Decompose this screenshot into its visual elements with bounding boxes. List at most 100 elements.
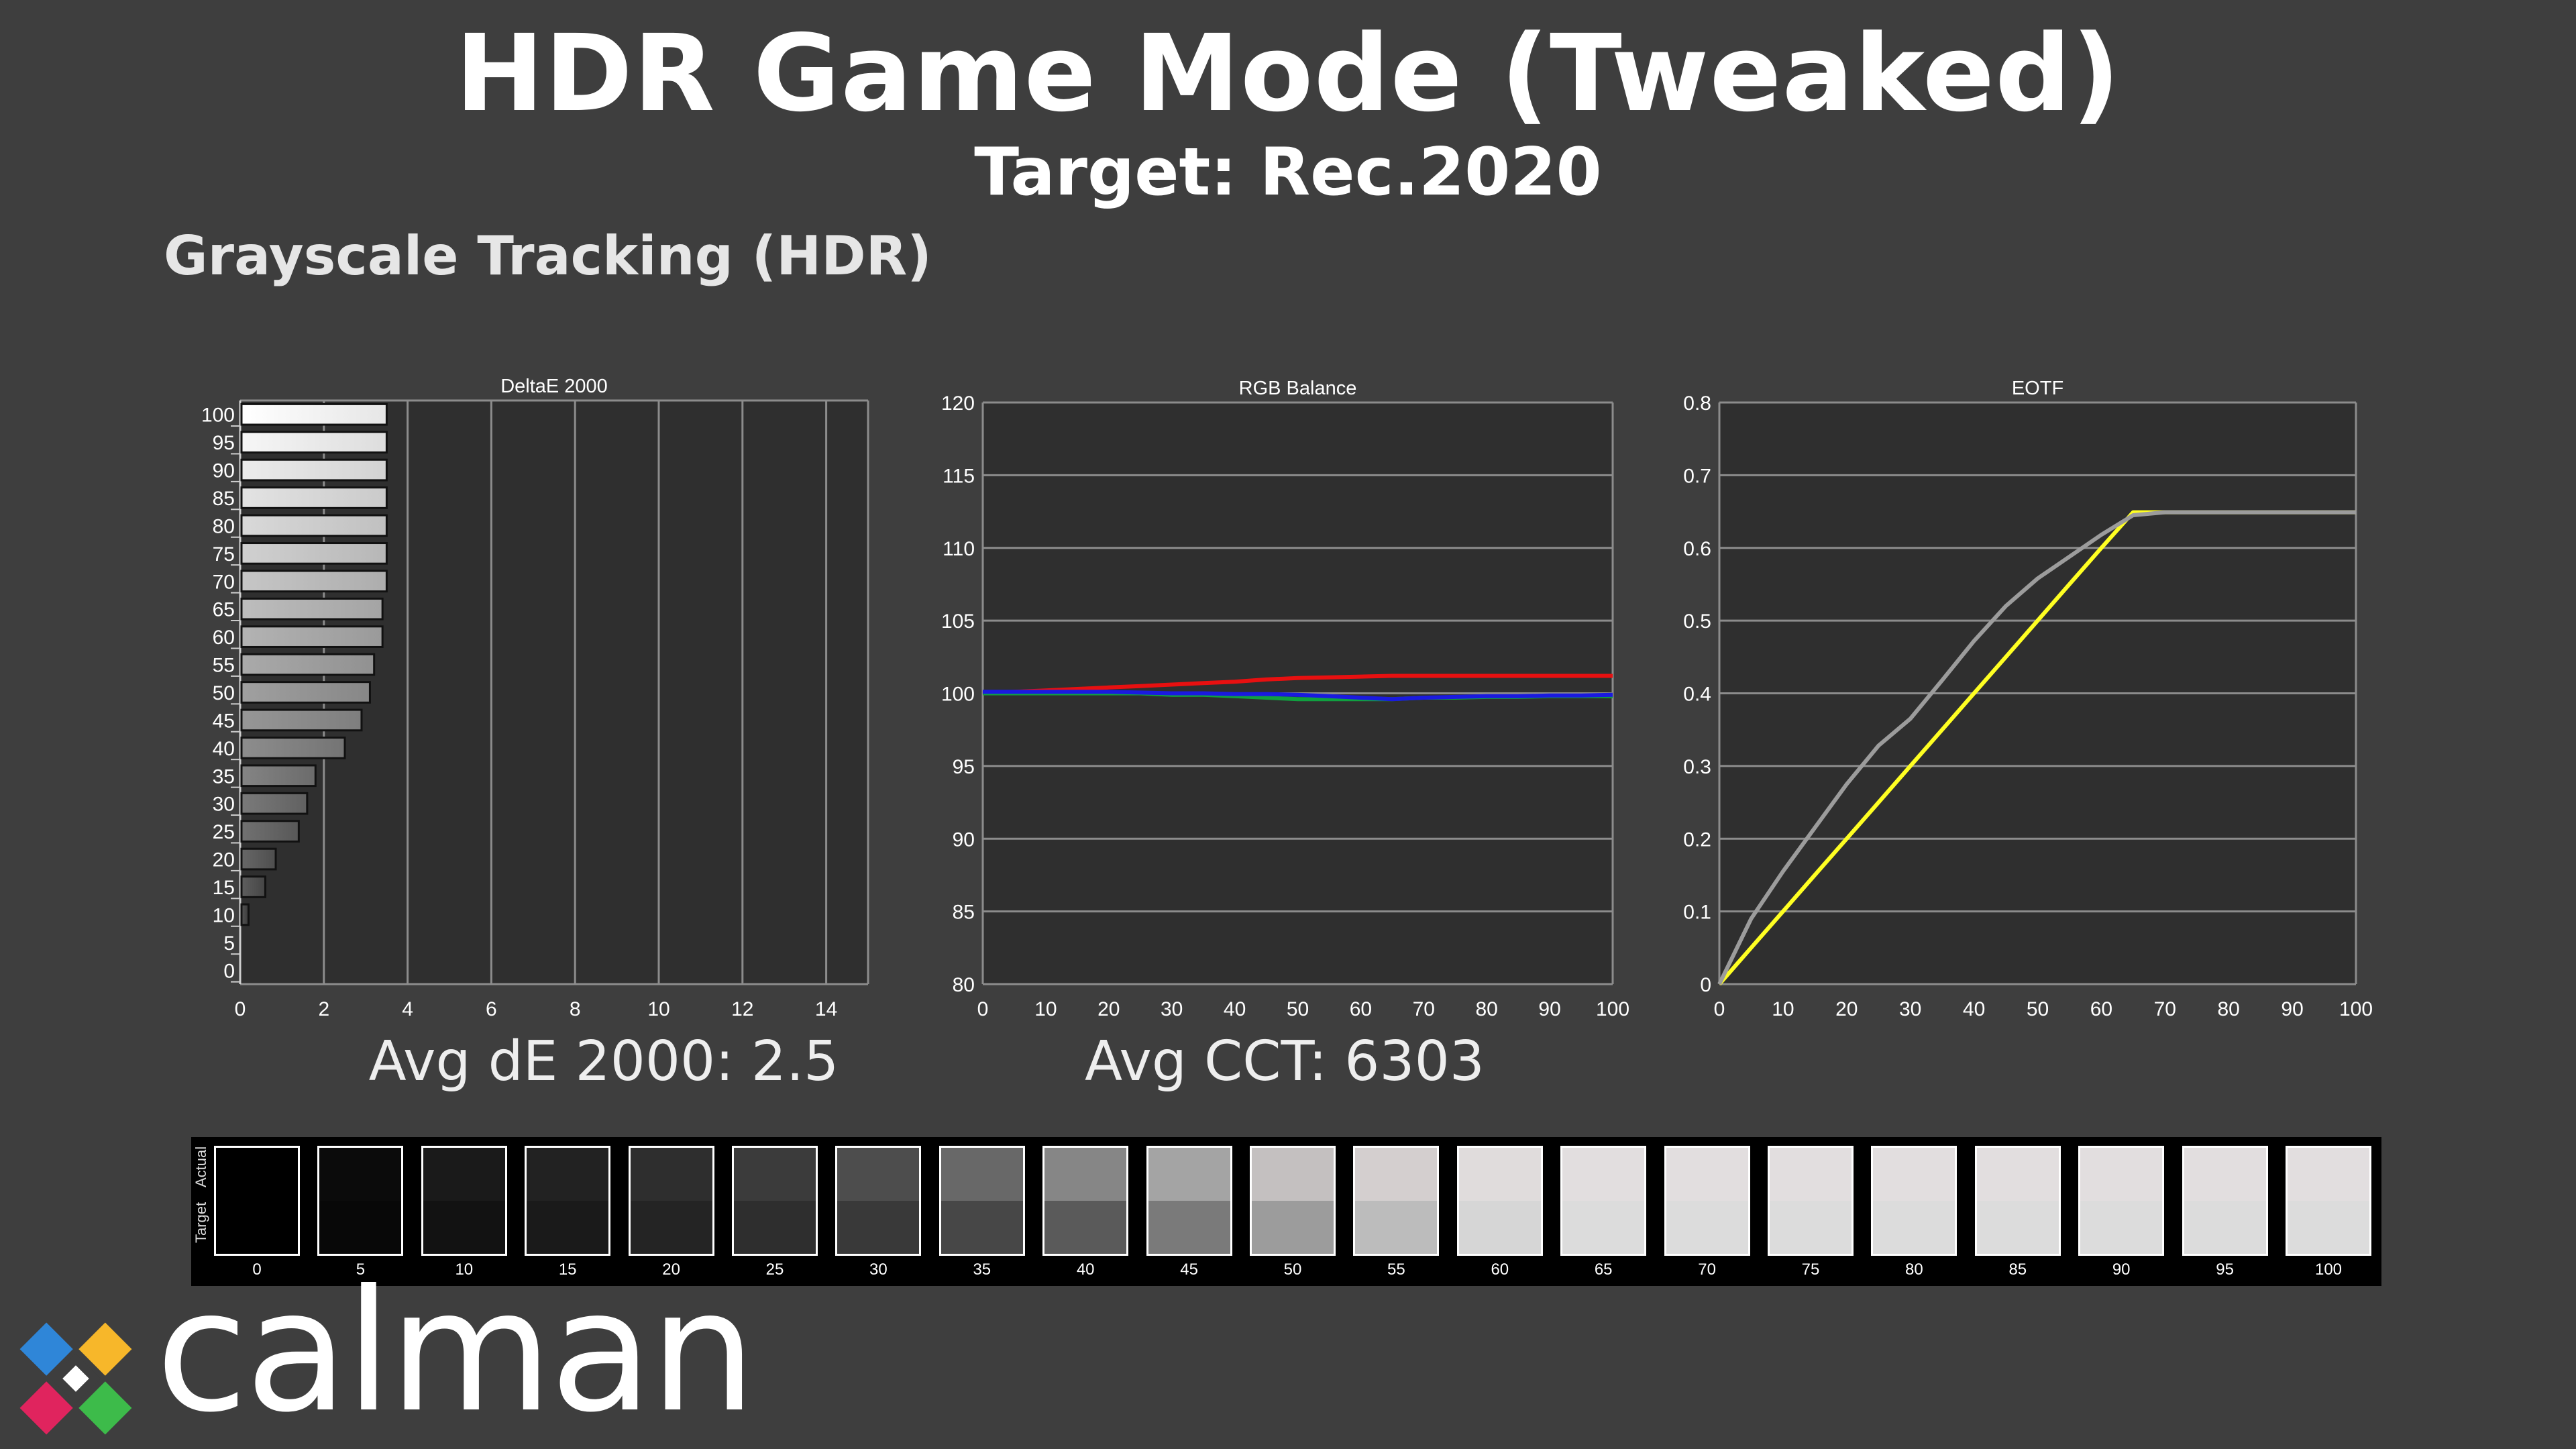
y-tick-label: 100 (941, 684, 975, 706)
y-tick-label: 0.4 (1683, 684, 1711, 706)
y-tick-label: 85 (953, 902, 975, 924)
swatch-actual (837, 1148, 920, 1201)
y-tick-label: 20 (213, 849, 235, 871)
swatch-actual (319, 1148, 402, 1201)
swatch-target (1044, 1201, 1127, 1254)
swatch-level-label: 50 (1283, 1260, 1302, 1279)
grayscale-swatch (525, 1146, 611, 1256)
series-line (1717, 510, 2356, 985)
x-tick-label: 80 (1476, 998, 1498, 1020)
x-tick-label: 8 (570, 998, 581, 1020)
y-tick-label: 110 (943, 538, 975, 560)
y-tick-label: 80 (953, 974, 975, 996)
y-tick-label: 70 (213, 571, 235, 593)
swatch-level-label: 85 (2008, 1260, 2027, 1279)
y-tick-label: 0.6 (1683, 538, 1711, 560)
y-tick-label: 65 (213, 599, 235, 621)
y-tick-label: 0.3 (1683, 756, 1711, 778)
grayscale-swatch-panel: Actual Target 0 5 10 15 20 25 30 35 40 45 50 55 60 65… (191, 1137, 2381, 1286)
y-tick-label: 15 (213, 877, 235, 899)
swatch-actual (630, 1148, 712, 1201)
x-tick-label: 0 (1714, 998, 1725, 1020)
y-tick-label: 105 (941, 610, 975, 633)
x-tick-label: 50 (1287, 998, 1309, 1020)
x-tick-label: 40 (1963, 998, 1985, 1020)
swatch-level-label: 55 (1387, 1260, 1405, 1279)
swatch-level-label: 90 (2112, 1260, 2131, 1279)
deltae-bar (240, 764, 317, 788)
grayscale-swatch (2078, 1146, 2165, 1256)
swatch-target (1770, 1201, 1851, 1254)
grayscale-swatch (2182, 1146, 2268, 1256)
grayscale-swatch (1250, 1146, 1336, 1256)
swatch-target (1976, 1201, 2059, 1254)
grayscale-swatch (1871, 1146, 1957, 1256)
x-tick-label: 100 (2339, 998, 2373, 1020)
deltae-bar (240, 625, 384, 648)
x-tick-label: 14 (815, 998, 837, 1020)
swatch-actual (1044, 1148, 1127, 1201)
x-tick-label: 12 (731, 998, 753, 1020)
swatch-target (1666, 1201, 1748, 1254)
swatch-actual (1976, 1148, 2059, 1201)
grayscale-swatch (938, 1146, 1025, 1256)
swatch-level-label: 100 (2314, 1260, 2343, 1279)
swatch-target (1458, 1201, 1541, 1254)
y-tick-label: 40 (213, 738, 235, 760)
x-tick-label: 70 (2154, 998, 2176, 1020)
y-tick-label: 0 (223, 960, 235, 982)
grayscale-swatch (317, 1146, 404, 1256)
chart-title: RGB Balance (1239, 378, 1357, 399)
x-tick-label: 60 (1350, 998, 1372, 1020)
y-tick-label: 35 (213, 765, 235, 788)
y-tick-label: 90 (213, 460, 235, 482)
swatch-target (2288, 1201, 2369, 1254)
swatch-level-label: 15 (558, 1260, 577, 1279)
grayscale-swatch (2286, 1146, 2371, 1256)
swatch-target (837, 1201, 920, 1254)
section-title: Grayscale Tracking (HDR) (164, 225, 932, 287)
x-tick-label: 90 (1538, 998, 1560, 1020)
y-tick-label: 95 (953, 756, 975, 778)
swatch-actual (1873, 1148, 1955, 1201)
swatch-actual (2184, 1148, 2266, 1201)
series-line (983, 690, 1613, 702)
grayscale-swatch (1768, 1146, 1854, 1256)
deltae-bar (240, 570, 388, 593)
deltae-bar (240, 458, 388, 482)
swatch-actual (1562, 1148, 1645, 1201)
swatch-level-label: 95 (2216, 1260, 2234, 1279)
grayscale-swatch (732, 1146, 818, 1256)
x-tick-label: 10 (647, 998, 669, 1020)
x-tick-label: 50 (2027, 998, 2049, 1020)
swatch-level-label: 30 (869, 1260, 888, 1279)
swatch-target (2184, 1201, 2266, 1254)
deltae-bar (240, 903, 250, 926)
y-tick-label: 115 (943, 465, 975, 487)
deltae-bar (240, 542, 388, 565)
y-tick-label: 0 (1700, 974, 1711, 996)
swatch-target (1355, 1201, 1438, 1254)
swatch-target (423, 1201, 505, 1254)
grayscale-swatch (835, 1146, 922, 1256)
x-tick-label: 20 (1835, 998, 1858, 1020)
swatch-target (1873, 1201, 1955, 1254)
y-tick-label: 90 (953, 828, 975, 851)
calman-logo-text: calman (156, 1254, 756, 1449)
swatch-level-label: 10 (455, 1260, 474, 1279)
deltae-bar (240, 653, 376, 676)
deltae-bar (240, 792, 309, 815)
swatch-level-label: 80 (1905, 1260, 1923, 1279)
x-tick-label: 30 (1899, 998, 1921, 1020)
grayscale-swatch (1456, 1146, 1543, 1256)
y-tick-label: 50 (213, 682, 235, 704)
avg-cct-label: Avg CCT: 6303 (1085, 1030, 1485, 1093)
swatch-target (1148, 1201, 1230, 1254)
x-tick-label: 4 (402, 998, 413, 1020)
swatch-level-label: 60 (1491, 1260, 1509, 1279)
x-tick-label: 70 (1413, 998, 1435, 1020)
grayscale-swatch (628, 1146, 714, 1256)
swatch-actual (1666, 1148, 1748, 1201)
swatch-target (527, 1201, 609, 1254)
deltae-bar (240, 486, 388, 509)
